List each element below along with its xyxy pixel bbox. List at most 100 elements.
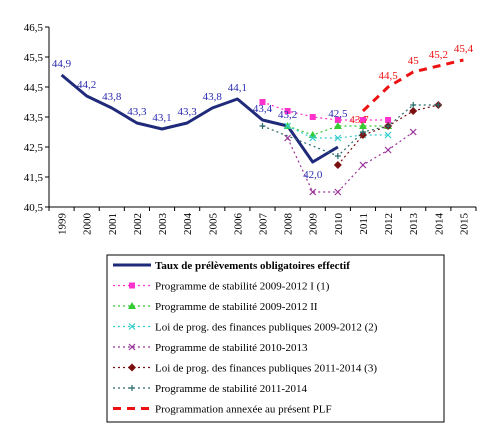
series-line (287, 125, 389, 139)
y-tick-label: 42,5 (24, 142, 44, 154)
data-point (128, 302, 136, 309)
data-label-layer: 44,9 44,2 43,8 43,3 43,1 43,3 43,8 44,1 43,4 43,2… (52, 43, 474, 181)
y-tick-label: 43,5 (24, 112, 44, 124)
data-point (309, 188, 317, 196)
data-point (410, 102, 417, 108)
legend-label: Programme de stabilité 2009-2012 I (1) (155, 281, 330, 293)
x-tick-label: 2000 (82, 213, 94, 236)
data-point (334, 134, 342, 142)
x-tick-label: 2012 (383, 213, 395, 235)
data-label: 45 (408, 55, 420, 67)
data-point (334, 153, 341, 159)
legend-item: Programme de stabilité 2009-2012 II (113, 301, 318, 313)
data-point (385, 123, 392, 129)
data-point (128, 343, 136, 351)
data-point (128, 363, 136, 372)
data-label: 44,2 (77, 79, 96, 91)
legend-label: Programmation annexée au présent PLF (155, 404, 332, 416)
data-label: 43,8 (203, 91, 223, 103)
data-point (309, 134, 317, 142)
data-label: 43,7 (349, 114, 369, 126)
data-point (333, 122, 342, 129)
y-tick-label: 41,5 (24, 172, 44, 184)
y-tick-label: 44,5 (24, 82, 44, 94)
legend-item: Loi de prog. des finances publiques 2009… (113, 322, 378, 334)
series-1 (60, 73, 339, 164)
legend-label: Programme de stabilité 2010-2013 (155, 342, 308, 354)
data-point (284, 134, 292, 142)
data-label: 44,9 (52, 58, 72, 70)
data-point (308, 131, 317, 138)
x-tick-label: 2005 (207, 213, 219, 236)
axes (45, 26, 477, 211)
x-tick-label: 2007 (258, 213, 270, 236)
data-point (284, 108, 291, 114)
data-point (259, 123, 266, 129)
data-point (409, 128, 417, 136)
data-label: 44,5 (378, 70, 398, 82)
x-tick-label: 2009 (308, 213, 320, 236)
series-line (361, 58, 464, 113)
data-label: 43,4 (253, 103, 273, 115)
legend-item: Taux de prélèvements obligatoires effect… (113, 260, 350, 272)
x-tick-label: 2004 (182, 213, 194, 236)
data-label: 42,0 (303, 169, 323, 181)
data-point (359, 117, 366, 123)
data-point (333, 161, 342, 169)
legend-label: Loi de prog. des finances publiques 2009… (155, 322, 378, 334)
x-tick-label: 2002 (132, 213, 144, 235)
data-point (128, 323, 136, 330)
legend-item: Programme de stabilité 2009-2012 I (1) (113, 281, 330, 293)
y-tick-label: 45,5 (24, 52, 44, 64)
data-point (284, 122, 292, 130)
data-point (334, 117, 341, 123)
data-label: 43,3 (127, 106, 147, 118)
x-tick-label: 2010 (333, 213, 345, 236)
legend-item: Programmation annexée au présent PLF (113, 404, 332, 416)
data-point (259, 99, 266, 105)
series-line (60, 73, 339, 164)
series-layer (60, 58, 464, 196)
legend-item: Programme de stabilité 2011-2014 (113, 383, 308, 395)
legend-label: Taux de prélèvements obligatoires effect… (155, 260, 350, 272)
data-point (384, 146, 392, 154)
data-label: 45,4 (454, 43, 474, 55)
data-label: 45,2 (429, 49, 448, 61)
data-point (385, 117, 392, 123)
x-tick-label: 2008 (283, 213, 295, 236)
data-point (435, 102, 442, 108)
data-point (129, 385, 135, 391)
legend-label: Programme de stabilité 2011-2014 (155, 383, 308, 395)
x-tick-label: 2013 (408, 213, 420, 236)
legend-label: Loi de prog. des finances publiques 2011… (155, 363, 377, 375)
data-point (129, 282, 135, 289)
series-line (287, 131, 414, 193)
data-label: 44,1 (228, 82, 247, 94)
legend: Taux de prélèvements obligatoires effect… (106, 254, 445, 423)
series-line (287, 125, 389, 136)
data-label: 43,2 (278, 109, 297, 121)
data-point (309, 114, 316, 120)
legend-item: Loi de prog. des finances publiques 2011… (113, 363, 377, 375)
data-point (384, 131, 392, 139)
data-label: 43,8 (102, 91, 122, 103)
series-2 (259, 99, 392, 123)
series-8 (361, 58, 464, 113)
series-4 (284, 122, 392, 142)
x-tick-label: 2015 (458, 213, 470, 236)
x-tick-label: 2003 (157, 213, 169, 236)
data-point (409, 107, 418, 115)
x-tick-label: 2014 (433, 213, 445, 236)
data-point (358, 122, 367, 129)
x-tick-label: 2001 (107, 213, 119, 235)
data-label: 43,3 (178, 106, 198, 118)
data-point (334, 188, 342, 196)
x-tick-label: 1999 (57, 213, 69, 236)
series-5 (284, 128, 417, 196)
series-7 (259, 102, 442, 159)
data-point (359, 129, 366, 135)
x-tick-labels: 1999 2000 2001 2002 2003 2004 2005 2006 2007 2008… (57, 213, 471, 236)
y-tick-label: 40,5 (24, 202, 44, 214)
